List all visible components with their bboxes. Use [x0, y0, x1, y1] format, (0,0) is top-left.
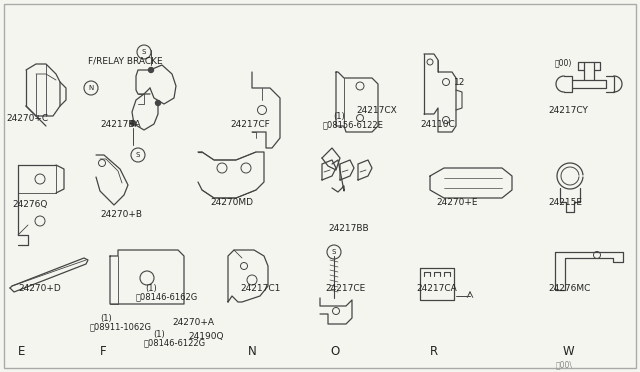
Text: 24270+A: 24270+A — [172, 318, 214, 327]
Circle shape — [131, 121, 136, 125]
Text: 24217CA: 24217CA — [416, 284, 457, 293]
Text: Ⓜ08156-6122E: Ⓜ08156-6122E — [323, 120, 384, 129]
Text: N: N — [248, 345, 257, 358]
Text: 24215E: 24215E — [548, 198, 582, 207]
Text: S: S — [136, 152, 140, 158]
Text: ㉀00\: ㉀00\ — [556, 360, 573, 369]
Text: S: S — [332, 249, 336, 255]
Circle shape — [156, 100, 161, 106]
Text: W: W — [563, 345, 575, 358]
Text: ㉀00): ㉀00) — [555, 58, 572, 67]
Text: 24217CY: 24217CY — [548, 106, 588, 115]
Text: 24276Q: 24276Q — [12, 200, 47, 209]
Text: N: N — [88, 85, 93, 91]
Text: 24217CF: 24217CF — [230, 120, 269, 129]
Text: Ⓜ08146-6162G: Ⓜ08146-6162G — [136, 292, 198, 301]
Text: (1): (1) — [100, 314, 112, 323]
Text: (1): (1) — [145, 284, 157, 293]
Text: F/RELAY BRACKE: F/RELAY BRACKE — [88, 56, 163, 65]
Text: 24110C: 24110C — [420, 120, 455, 129]
Circle shape — [148, 67, 154, 73]
Text: F: F — [100, 345, 107, 358]
Text: 24276MC: 24276MC — [548, 284, 590, 293]
Text: Ⓜ08146-6122G: Ⓜ08146-6122G — [144, 338, 206, 347]
Text: 24217BA: 24217BA — [100, 120, 141, 129]
Text: 24270+E: 24270+E — [436, 198, 477, 207]
Text: O: O — [330, 345, 339, 358]
Text: 24190Q: 24190Q — [188, 332, 223, 341]
Text: (1): (1) — [153, 330, 164, 339]
Text: 24217CE: 24217CE — [325, 284, 365, 293]
Text: (1): (1) — [333, 112, 345, 121]
Text: 24217CX: 24217CX — [356, 106, 397, 115]
Text: Ⓞ08911-1062G: Ⓞ08911-1062G — [90, 322, 152, 331]
Text: 12: 12 — [454, 78, 465, 87]
Text: S: S — [142, 49, 146, 55]
Text: 24270+C: 24270+C — [6, 114, 48, 123]
Text: R: R — [430, 345, 438, 358]
Text: 24270+B: 24270+B — [100, 210, 142, 219]
Text: 24270MD: 24270MD — [210, 198, 253, 207]
Text: E: E — [18, 345, 26, 358]
Text: 24217BB: 24217BB — [328, 224, 369, 233]
Text: 24270+D: 24270+D — [18, 284, 61, 293]
Text: 24217C1: 24217C1 — [240, 284, 280, 293]
